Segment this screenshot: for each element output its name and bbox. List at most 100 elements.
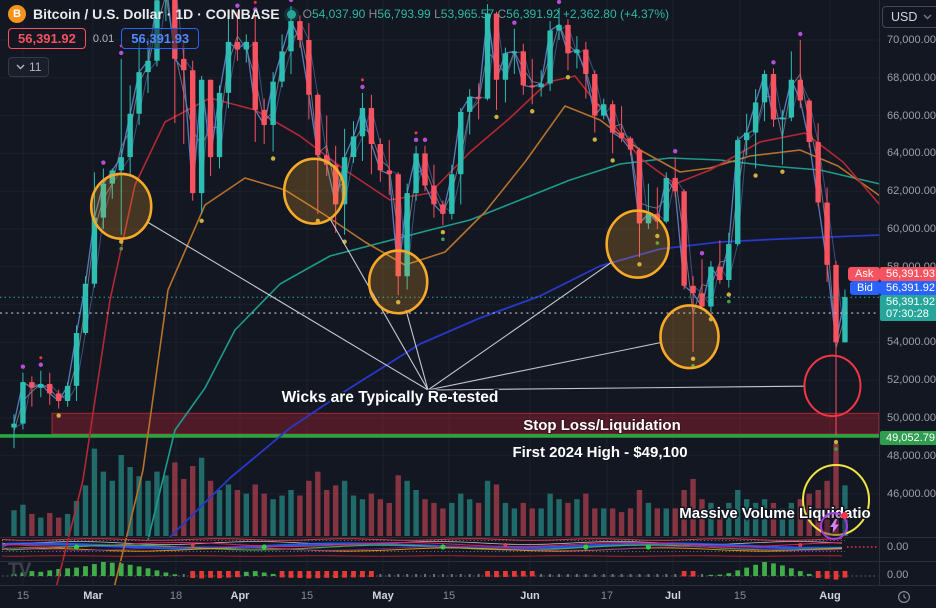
volume-bar <box>645 502 652 536</box>
price-tick-label: 60,000.00 <box>887 223 936 235</box>
indicators-collapse-button[interactable]: 11 <box>8 57 50 77</box>
buy-button[interactable]: 56,391.93 <box>121 28 200 49</box>
indicator-dot-green <box>119 246 124 251</box>
strip-signal-dot <box>261 544 267 550</box>
hist-bar-down <box>333 571 339 578</box>
hist-bar-up <box>163 572 169 576</box>
hist-bar-up <box>252 571 258 576</box>
candle <box>699 293 705 307</box>
market-status-icon[interactable] <box>286 9 296 19</box>
tradingview-watermark[interactable]: TV <box>8 560 31 581</box>
volume-bar <box>466 499 473 536</box>
indicator-dot-high <box>360 84 365 90</box>
currency-toggle-button[interactable]: USD <box>882 6 936 28</box>
candle <box>708 266 714 307</box>
time-tick-label: Jun <box>520 590 540 602</box>
time-tick-label: 17 <box>600 590 614 602</box>
hist-bar-up <box>11 573 17 576</box>
candle <box>145 60 151 73</box>
annotation-stop-loss[interactable]: Stop Loss/Liquidation <box>522 416 682 435</box>
volume-bar <box>547 493 553 536</box>
hist-tick <box>432 574 435 577</box>
timezone-clock-icon[interactable] <box>896 589 912 605</box>
symbol-title[interactable]: Bitcoin / U.S. Dollar · 1D · COINBASE <box>33 6 280 22</box>
candle <box>618 132 625 139</box>
volume-bar <box>842 485 848 536</box>
candle <box>261 109 267 126</box>
candle <box>190 70 196 194</box>
candle <box>726 244 732 281</box>
volume-bar <box>198 457 205 536</box>
candle <box>11 423 17 428</box>
open-value: 54,037.90 <box>311 7 366 21</box>
hist-bar-up <box>806 573 812 576</box>
volume-bar <box>681 490 687 536</box>
hist-bar-up <box>127 564 133 576</box>
candle <box>788 79 795 118</box>
hist-bar-up <box>788 568 794 576</box>
candle <box>735 140 741 245</box>
pane-separator[interactable] <box>0 537 936 538</box>
highlight-circle-orange[interactable] <box>367 249 429 315</box>
strip-signal-dot <box>440 544 446 550</box>
volume-bar <box>82 485 89 536</box>
time-axis[interactable]: 15 Mar 18 Apr 15 May 15 Jun 17 Jul 15 Aug <box>0 585 936 608</box>
chart-canvas[interactable]: Wicks are Typically Re-tested Stop Loss/… <box>0 0 936 585</box>
price-tick-label: 64,000.00 <box>887 147 936 160</box>
hist-bar-up <box>118 563 124 576</box>
volume-bar <box>55 517 62 536</box>
close-label: C <box>497 7 507 21</box>
lightning-bolt-icon <box>829 519 839 533</box>
candle <box>386 170 392 175</box>
pane-zero-label: 0.00 <box>887 541 909 553</box>
candle <box>55 393 62 401</box>
volume-bar <box>422 499 428 536</box>
wick-callout-ray <box>427 261 613 391</box>
hist-bar-down <box>342 571 347 578</box>
indicator-dot-high <box>235 3 240 8</box>
time-tick-label: Mar <box>83 590 103 602</box>
hist-bar-up <box>136 566 142 576</box>
price-tick-label: 62,000.00 <box>887 185 936 198</box>
candle <box>288 21 294 52</box>
hist-bar-down <box>503 571 508 577</box>
volume-bar <box>440 508 446 536</box>
sell-button[interactable]: 56,391.92 <box>8 28 86 49</box>
candle <box>752 102 759 133</box>
candle <box>583 49 589 75</box>
candle <box>761 74 768 103</box>
highlight-circle-orange[interactable] <box>605 209 670 279</box>
price-line-blue <box>13 0 846 428</box>
wick-callout-ray <box>427 385 805 391</box>
notification-dot <box>841 512 848 519</box>
pane-separator[interactable] <box>0 561 936 562</box>
hist-tick <box>379 574 382 577</box>
volume-bar <box>779 508 786 536</box>
hist-bar-down <box>226 571 231 578</box>
candle <box>136 72 142 114</box>
flash-promo-icon[interactable] <box>820 512 848 540</box>
indicator-dot-low <box>565 75 571 80</box>
volume-bar <box>833 444 839 536</box>
volume-bar <box>413 490 419 536</box>
hist-tick <box>620 574 623 577</box>
indicator-dot-low <box>690 356 696 362</box>
hist-bar-down <box>324 571 330 578</box>
hist-bar-up <box>762 562 767 576</box>
highlight-circle-orange[interactable] <box>659 304 720 370</box>
highlight-circle-orange[interactable] <box>89 172 153 241</box>
hist-bar-up <box>726 573 732 576</box>
highlight-circle-red[interactable] <box>803 354 862 418</box>
annotation-wicks-retested[interactable]: Wicks are Typically Re-tested <box>280 388 500 408</box>
hist-bar-up <box>797 571 803 576</box>
price-axis[interactable]: 70,000.00 68,000.00 66,000.00 64,000.00 62,0… <box>879 0 936 585</box>
highlight-circle-orange[interactable] <box>282 157 346 225</box>
price-tick-label: 68,000.00 <box>887 71 936 84</box>
annotation-first-2024-high[interactable]: First 2024 High - $49,100 <box>511 443 689 463</box>
time-tick-label: Apr <box>230 590 250 602</box>
candle <box>824 202 830 265</box>
hist-bar-up <box>20 572 26 576</box>
volume-bar <box>752 502 759 536</box>
hist-bar-up <box>771 563 776 576</box>
low-value: 53,965.57 <box>440 7 495 21</box>
